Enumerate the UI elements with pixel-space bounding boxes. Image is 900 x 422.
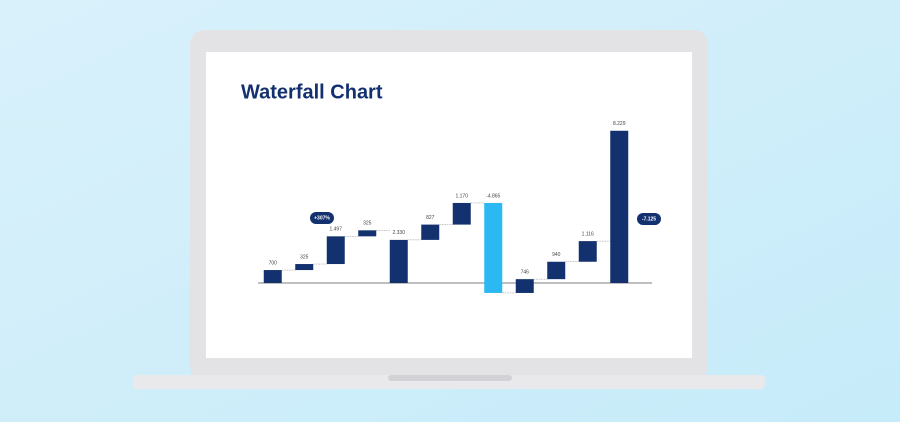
value-label: 700 xyxy=(269,260,278,266)
bar xyxy=(578,241,597,262)
value-label: 1.170 xyxy=(455,193,468,199)
value-label: 1.116 xyxy=(582,231,594,237)
bar xyxy=(515,279,534,293)
value-label: 746 xyxy=(521,269,530,275)
value-label: 8.229 xyxy=(613,121,626,127)
bar xyxy=(326,236,345,265)
bar xyxy=(452,202,471,225)
bar xyxy=(610,130,629,283)
laptop-base xyxy=(133,375,765,389)
value-label: 325 xyxy=(300,254,309,260)
annotation-bubble xyxy=(637,213,661,225)
bar xyxy=(389,239,408,283)
value-label: 2.330 xyxy=(392,230,405,236)
bar xyxy=(295,264,314,271)
value-label: 1.497 xyxy=(329,227,342,233)
bar xyxy=(484,202,503,293)
annotation-bubble xyxy=(310,212,334,224)
value-label: 940 xyxy=(552,252,561,258)
laptop-notch xyxy=(388,375,512,381)
bar xyxy=(263,270,282,283)
annotation: +307% xyxy=(314,215,330,221)
value-label: 325 xyxy=(363,221,372,227)
chart-title: Waterfall Chart xyxy=(241,81,383,103)
value-label: 827 xyxy=(426,215,435,221)
annotation: -7.125 xyxy=(642,216,656,222)
bar xyxy=(358,230,377,237)
bar xyxy=(547,261,566,280)
bar xyxy=(421,224,440,240)
value-label: -4.865 xyxy=(486,193,500,199)
